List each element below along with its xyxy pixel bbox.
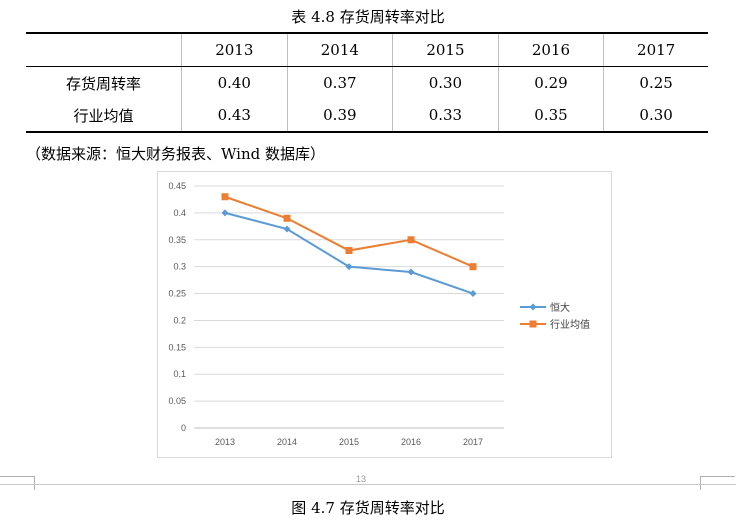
y-tick-label: 0.2	[173, 315, 186, 325]
data-point	[283, 225, 291, 233]
table-cell: 0.39	[286, 99, 393, 133]
chart-canvas: 0 0.05 0.1 0.15 0.2 0.25 0.3 0.35 0.4 0.45 2013 201…	[168, 181, 590, 447]
table-row: 行业均值 0.43 0.39 0.33 0.35 0.30	[26, 99, 708, 133]
table-cell: 0.37	[286, 66, 393, 99]
y-tick-label: 0.1	[173, 369, 186, 379]
table-cell: 0.43	[181, 99, 288, 133]
x-tick-label: 2016	[401, 437, 421, 447]
series-line	[224, 195, 474, 268]
data-point	[221, 193, 229, 201]
legend-label: 恒大	[550, 301, 570, 314]
year-header: 2017	[603, 32, 708, 67]
line-chart: 0 0.05 0.1 0.15 0.2 0.25 0.3 0.35 0.4 0.45 2013 201…	[157, 171, 612, 458]
legend-marker	[529, 320, 537, 328]
y-tick-label: 0.45	[168, 181, 186, 191]
y-tick-label: 0.35	[168, 235, 186, 245]
data-point	[345, 247, 353, 255]
page-number: 13	[356, 474, 367, 484]
x-tick-label: 2014	[277, 437, 297, 447]
table-cell: 0.25	[603, 66, 708, 99]
data-point	[469, 263, 477, 271]
y-tick-label: 0.15	[168, 342, 186, 352]
y-tick-label: 0.25	[168, 289, 186, 299]
x-tick-label: 2017	[463, 437, 483, 447]
row-label: 行业均值	[26, 99, 182, 133]
data-point	[407, 236, 415, 244]
table-row: 存货周转率 0.40 0.37 0.30 0.29 0.25	[26, 66, 708, 99]
margin-mark-left	[0, 476, 35, 490]
table-header-row: 2013 2014 2015 2016 2017	[26, 32, 708, 67]
year-header: 2016	[497, 32, 604, 67]
year-header: 2015	[392, 32, 499, 67]
page-footer-line	[0, 484, 736, 485]
data-source-note: （数据来源：恒大财务报表、Wind 数据库）	[26, 145, 325, 163]
legend-label: 行业均值	[550, 318, 590, 331]
table-title: 表 4.8 存货周转率对比	[291, 8, 445, 26]
data-point	[469, 290, 477, 298]
table-cell: 0.35	[497, 99, 604, 133]
y-tick-label: 0.05	[168, 396, 186, 406]
row-label: 存货周转率	[65, 74, 141, 93]
y-tick-label: 0.3	[173, 262, 186, 272]
year-header: 2014	[286, 32, 393, 67]
year-header: 2013	[181, 32, 288, 67]
table-cell: 0.30	[392, 66, 499, 99]
margin-mark-right	[700, 476, 735, 490]
x-tick-label: 2015	[339, 437, 359, 447]
table-cell: 0.33	[392, 99, 499, 133]
data-point	[345, 263, 353, 271]
inventory-turnover-table: 2013 2014 2015 2016 2017 存货周转率 0.40 0.37…	[26, 32, 708, 133]
y-tick-label: 0.4	[173, 208, 186, 218]
table-cell: 0.40	[181, 66, 288, 99]
table-cell: 0.30	[603, 99, 708, 133]
table-header-corner	[26, 32, 182, 67]
data-point	[407, 268, 415, 276]
figure-caption: 图 4.7 存货周转率对比	[291, 499, 445, 517]
legend-marker	[529, 303, 537, 311]
data-point	[221, 209, 229, 217]
x-tick-label: 2013	[215, 437, 235, 447]
data-point	[283, 214, 291, 222]
y-tick-label: 0	[181, 423, 186, 433]
table-cell: 0.29	[497, 66, 604, 99]
